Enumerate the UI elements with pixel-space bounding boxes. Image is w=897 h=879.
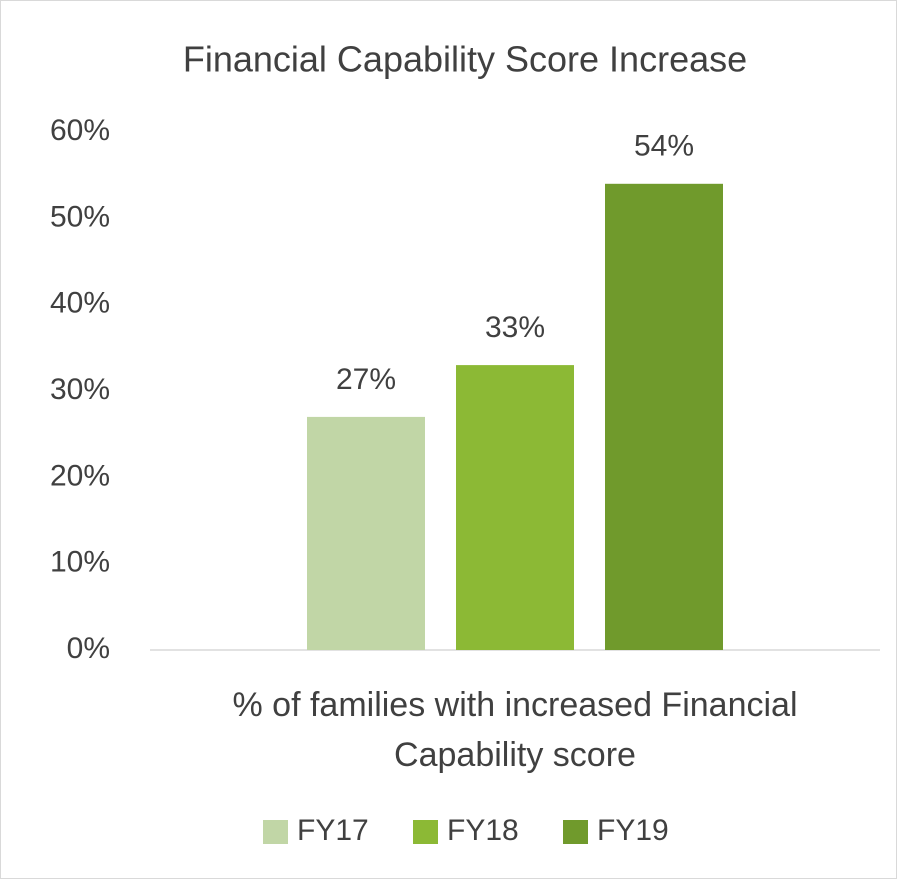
legend-swatch xyxy=(263,820,288,844)
legend-swatch xyxy=(413,820,438,844)
value-label: 33% xyxy=(485,311,545,344)
y-tick-label: 30% xyxy=(50,373,110,406)
bar xyxy=(605,183,723,651)
bar xyxy=(456,365,574,650)
legend-swatch xyxy=(563,820,588,844)
y-tick-label: 60% xyxy=(50,114,110,147)
chart-title: Financial Capability Score Increase xyxy=(183,39,747,80)
y-tick-label: 0% xyxy=(67,632,110,665)
legend-label: FY17 xyxy=(297,814,369,847)
x-category-label: % of families with increased Financial C… xyxy=(232,686,798,774)
bar xyxy=(307,416,425,650)
y-tick-label: 50% xyxy=(50,200,110,233)
legend-label: FY19 xyxy=(597,814,669,847)
y-tick-label: 10% xyxy=(50,546,110,579)
value-label: 54% xyxy=(634,130,694,163)
value-label: 27% xyxy=(336,363,396,396)
legend-label: FY18 xyxy=(447,814,519,847)
y-tick-label: 20% xyxy=(50,459,110,492)
y-tick-label: 40% xyxy=(50,287,110,320)
